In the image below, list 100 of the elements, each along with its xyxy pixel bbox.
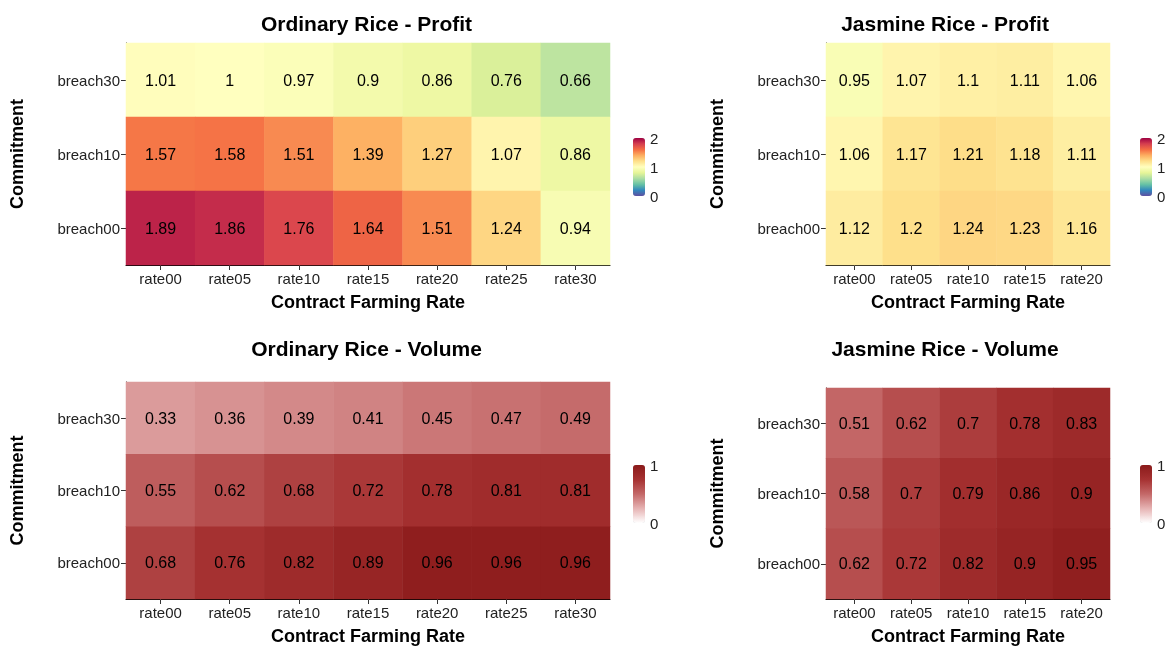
x-tick-label: rate20 [1060,270,1103,287]
data-label: 1.89 [145,219,177,237]
x-tick-label: rate15 [1003,270,1047,287]
data-label: 0.36 [214,409,246,427]
data-label: 1.18 [1009,145,1041,163]
x-tick-label: rate30 [554,604,597,621]
data-label: 0.39 [283,409,315,427]
data-label: 0.72 [352,482,384,499]
x-tick-label: rate15 [346,270,390,287]
x-tick-label: rate15 [346,604,390,621]
x-tick-label: rate25 [485,270,528,287]
y-tick-label: breach30 [757,71,820,89]
x-tick-label: rate00 [139,270,182,287]
data-label: 0.81 [490,482,522,499]
y-axis-title: Commitment [7,98,27,210]
data-label: 0.9 [1070,485,1093,502]
y-tick-label: breach10 [57,482,120,499]
color-bar-label: 1 [650,158,659,176]
color-bar-label: 0 [650,187,659,205]
data-label: 1.01 [145,71,177,89]
y-tick-label: breach00 [57,219,120,237]
x-tick-label: rate00 [139,604,182,621]
y-axis-title: Commitment [7,435,27,546]
data-label: 1 [225,71,235,89]
x-axis-title: Contract Farming Rate [870,292,1066,312]
data-label: 0.47 [490,409,522,427]
data-label: 0.68 [145,554,177,572]
chart-title: Ordinary Rice - Profit [260,12,473,35]
data-label: 1.51 [283,145,315,163]
y-tick-label: breach30 [757,414,820,432]
data-label: 1.39 [352,145,384,163]
y-tick-label: breach00 [757,219,820,237]
x-tick-label: rate10 [946,604,990,621]
color-bar-label: 0 [650,514,659,532]
data-label: 1.51 [421,219,453,237]
y-tick-label: breach10 [757,145,820,163]
data-label: 0.86 [559,145,592,163]
data-label: 0.51 [838,414,871,432]
data-label: 0.62 [214,482,246,499]
x-axis-title: Contract Farming Rate [270,292,466,312]
x-tick-label: rate20 [1060,604,1103,621]
data-label: 1.24 [490,219,522,237]
data-label: 1.11 [1009,71,1040,89]
y-tick-label: breach00 [757,555,820,573]
data-label: 0.45 [421,409,453,427]
data-label: 0.89 [352,554,384,572]
data-label: 0.96 [490,554,522,572]
data-label: 1.24 [952,219,984,237]
data-label: 0.76 [214,554,246,572]
data-label: 1.27 [421,145,453,163]
color-bar-label: 1 [1157,456,1166,474]
y-tick-label: breach00 [57,554,120,572]
x-tick-label: rate10 [277,604,321,621]
x-axis-title: Contract Farming Rate [270,626,466,646]
data-label: 1.58 [214,145,246,163]
y-tick-label: breach30 [57,71,120,89]
data-label: 0.95 [838,71,871,89]
data-label: 0.9 [1013,555,1037,573]
color-bar-label: 2 [650,129,659,147]
x-tick-label: rate05 [889,270,933,287]
data-label: 0.97 [283,71,315,89]
data-label: 0.82 [283,554,315,572]
data-label: 0.81 [559,482,592,499]
data-label: 0.7 [900,485,923,502]
x-tick-label: rate00 [833,604,876,621]
x-tick-label: rate25 [485,604,528,621]
data-label: 0.78 [1009,414,1041,432]
y-axis-title: Commitment [707,98,727,210]
data-label: 1.17 [895,145,927,163]
data-label: 0.9 [356,71,380,89]
data-label: 1.07 [490,145,522,163]
chart-title: Ordinary Rice - Volume [251,337,482,360]
data-label: 0.58 [838,485,871,502]
y-tick-label: breach10 [57,145,120,163]
data-label: 0.33 [145,409,177,427]
x-tick-label: rate00 [833,270,876,287]
x-tick-label: rate05 [208,604,251,621]
data-label: 1.07 [895,71,927,89]
data-label: 0.96 [421,554,453,572]
data-label: 1.57 [145,145,177,163]
data-label: 1.21 [952,145,984,163]
data-label: 0.68 [283,482,315,499]
x-tick-label: rate20 [415,604,459,621]
x-axis-title: Contract Farming Rate [870,626,1066,646]
data-label: 0.94 [559,219,592,237]
x-tick-label: rate20 [415,270,459,287]
x-tick-label: rate30 [554,270,597,287]
x-tick-label: rate15 [1003,604,1047,621]
y-axis-title: Commitment [707,438,727,549]
data-label: 1.12 [838,219,871,237]
data-label: 0.82 [952,555,984,573]
data-label: 0.79 [952,485,984,502]
data-label: 0.62 [838,555,871,573]
data-label: 0.49 [559,409,592,427]
data-label: 0.55 [145,482,177,499]
data-label: 0.86 [421,71,453,89]
x-tick-label: rate10 [946,270,990,287]
data-label: 0.78 [421,482,453,499]
data-label: 0.41 [352,409,384,427]
x-tick-label: rate05 [889,604,933,621]
